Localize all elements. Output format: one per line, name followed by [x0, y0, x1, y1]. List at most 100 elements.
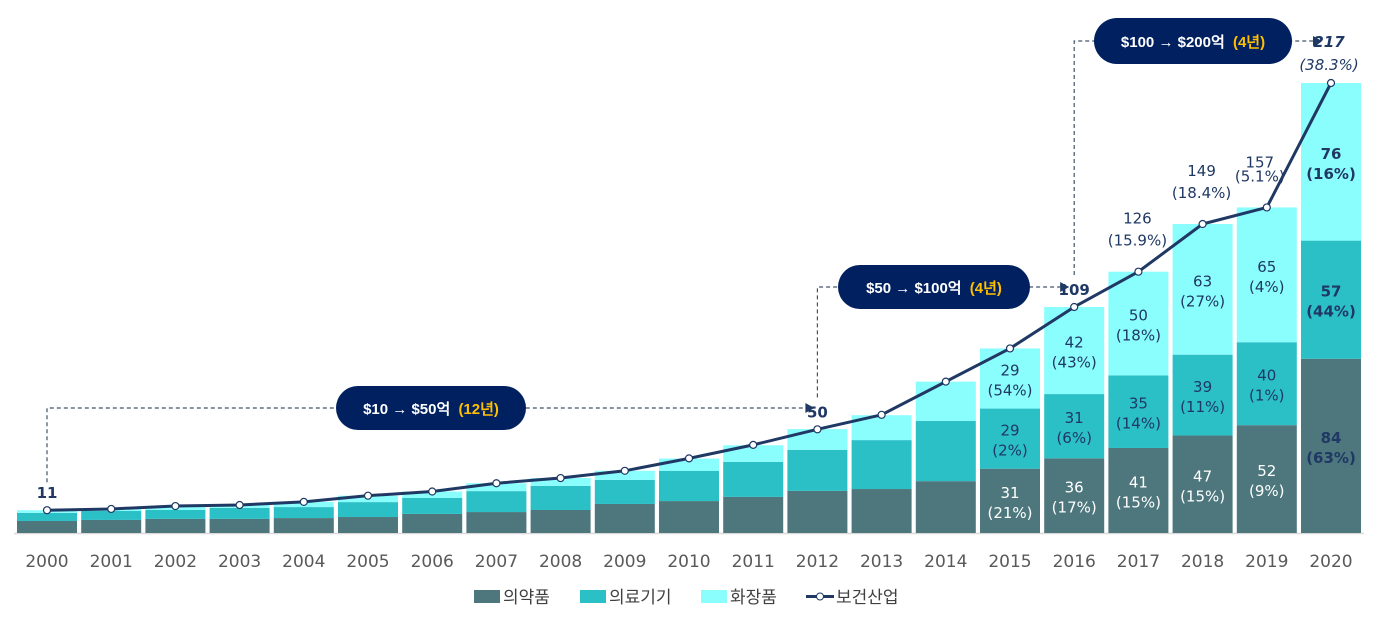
growth-label: (18.4%)	[1172, 184, 1231, 202]
x-tick-label: 2003	[218, 552, 261, 572]
bar-pharma	[851, 489, 912, 533]
legend-label: 의약품	[503, 588, 550, 608]
annotation-amount: $50 → $100억	[866, 279, 966, 297]
bar-device	[81, 511, 142, 520]
segment-value-label: 63	[1193, 272, 1212, 290]
segment-share-label: (27%)	[1180, 292, 1225, 310]
segment-share-label: (4%)	[1249, 278, 1285, 296]
segment-share-label: (43%)	[1052, 354, 1097, 372]
line-point	[813, 425, 822, 434]
bar-pharma	[1108, 447, 1169, 533]
bar-pharma	[145, 518, 206, 533]
segment-share-label: (18%)	[1116, 327, 1161, 345]
bar-pharma	[1172, 435, 1233, 533]
bar-pharma	[81, 519, 142, 533]
bar-pharma	[723, 496, 784, 533]
segment-value-label: 31	[1065, 409, 1084, 427]
segment-value-label: 31	[1000, 484, 1019, 502]
segment-share-label: (21%)	[987, 504, 1032, 522]
legend-swatch	[474, 590, 500, 603]
bar-pharma	[1236, 425, 1297, 533]
bar-pharma	[209, 518, 270, 533]
line-point	[1198, 219, 1207, 229]
annotation-arrowhead	[805, 403, 815, 413]
bar-device	[659, 470, 719, 502]
annotation-text: $50 → $100억 (4년)	[866, 279, 1002, 297]
line-point	[1134, 267, 1143, 276]
segment-share-label: (15%)	[1116, 493, 1161, 511]
legend-swatch	[580, 590, 606, 603]
x-tick-label: 2006	[411, 552, 454, 572]
x-tick-label: 2018	[1181, 552, 1224, 572]
total-label: 217	[1313, 33, 1345, 51]
bar-device	[466, 491, 527, 513]
x-tick-label: 2004	[282, 552, 325, 572]
legend-swatch	[701, 590, 727, 603]
bar-cosmetics	[1301, 83, 1361, 241]
segment-value-label: 41	[1129, 473, 1148, 491]
legend: 의약품 의료기기 화장품 보건산업	[474, 588, 899, 608]
bar-device	[1172, 354, 1233, 436]
bar-cosmetics	[1236, 207, 1297, 343]
segment-value-label: 52	[1257, 462, 1276, 480]
line-point	[877, 410, 886, 419]
annotation-years: (4년)	[970, 280, 1002, 297]
annotation-text: $10 → $50억 (12년)	[363, 400, 499, 418]
bar-pharma	[402, 513, 463, 533]
total-label: 149	[1187, 162, 1216, 180]
segment-value-label: 29	[1000, 362, 1019, 380]
bar-device	[402, 497, 463, 514]
growth-label: (5.1%)	[1235, 167, 1285, 185]
bar-pharma	[17, 520, 77, 533]
bar-cosmetics	[1172, 224, 1233, 355]
bar-pharma	[1044, 458, 1105, 533]
x-tick-label: 2007	[475, 552, 518, 572]
line-point	[684, 454, 694, 463]
segment-share-label: (9%)	[1249, 482, 1285, 500]
segment-share-label: (1%)	[1249, 387, 1285, 405]
x-tick-label: 2005	[346, 552, 389, 572]
x-tick-label: 2002	[154, 552, 197, 572]
segment-share-label: (63%)	[1306, 449, 1356, 467]
growth-label: (15.9%)	[1108, 232, 1167, 250]
segment-value-label: 39	[1193, 378, 1212, 396]
line-point	[42, 506, 52, 515]
growth-label: (38.3%)	[1299, 56, 1358, 74]
bar-pharma	[594, 503, 655, 533]
line-point	[492, 479, 501, 488]
annotation-pill	[336, 386, 526, 430]
bar-pharma	[338, 517, 398, 533]
bar-device	[530, 485, 591, 510]
bar-device	[273, 507, 334, 519]
segment-value-label: 84	[1321, 429, 1342, 447]
segment-value-label: 42	[1065, 334, 1084, 352]
x-tick-label: 2020	[1309, 552, 1352, 572]
bar-cosmetics	[594, 470, 655, 480]
line-point	[428, 487, 437, 496]
bar-device	[209, 507, 270, 519]
bar-device	[594, 479, 655, 504]
segment-value-label: 29	[1000, 422, 1019, 440]
bar-device	[787, 449, 848, 491]
bar-device	[145, 509, 206, 519]
segment-value-label: 36	[1065, 479, 1084, 497]
bar-pharma	[273, 518, 334, 533]
bar-device	[851, 440, 912, 490]
annotation-connector	[816, 286, 1061, 398]
line-point	[235, 500, 244, 510]
x-tick-label: 2016	[1053, 552, 1096, 572]
bar-pharma	[915, 481, 976, 533]
bar-cosmetics	[915, 381, 976, 422]
line-point	[363, 491, 373, 500]
bar-device	[915, 421, 976, 482]
bar-pharma	[659, 501, 719, 533]
segment-share-label: (54%)	[987, 382, 1032, 400]
line-point	[107, 504, 116, 514]
line-point	[556, 473, 565, 483]
segment-value-label: 57	[1321, 283, 1342, 301]
line-point	[1326, 78, 1336, 88]
x-tick-label: 2001	[90, 552, 133, 572]
legend-line-marker	[816, 592, 824, 601]
legend-label: 화장품	[730, 588, 777, 608]
